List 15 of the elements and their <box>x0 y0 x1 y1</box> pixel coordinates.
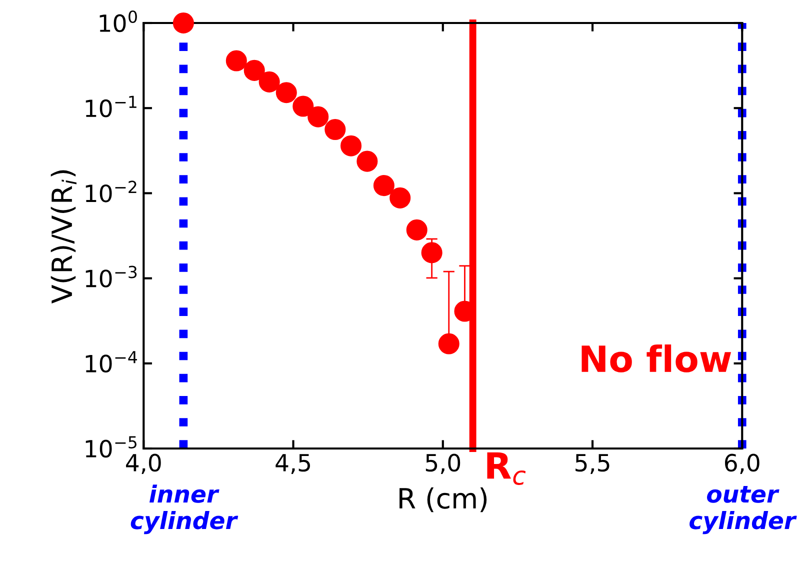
y-tick-label: 10$^{−4}$ <box>86 351 137 373</box>
x-tick-label: 5,0 <box>426 454 460 474</box>
y-tick-label: 10$^{−2}$ <box>86 180 136 202</box>
y-tick-label: 10$^{−3}$ <box>86 266 137 288</box>
x-tick-label: 6,0 <box>725 454 760 474</box>
y-tick-label: 10$^{−1}$ <box>86 96 136 118</box>
x-axis-title: R (cm) <box>400 487 487 512</box>
annotation: No flow <box>582 344 732 372</box>
x-tick-label: 5,5 <box>576 454 610 474</box>
x-tick-label: 4,5 <box>276 454 310 474</box>
y-axis-title: V(R)/V(R$_{i}$) <box>50 170 76 304</box>
y-tick-label: 10$^{0}$ <box>100 10 137 32</box>
ref-line-label: R$_{c}$ <box>487 452 526 485</box>
ref-line-label: inner cylinder <box>130 484 238 534</box>
ref-line-label: outer cylinder <box>690 486 797 534</box>
